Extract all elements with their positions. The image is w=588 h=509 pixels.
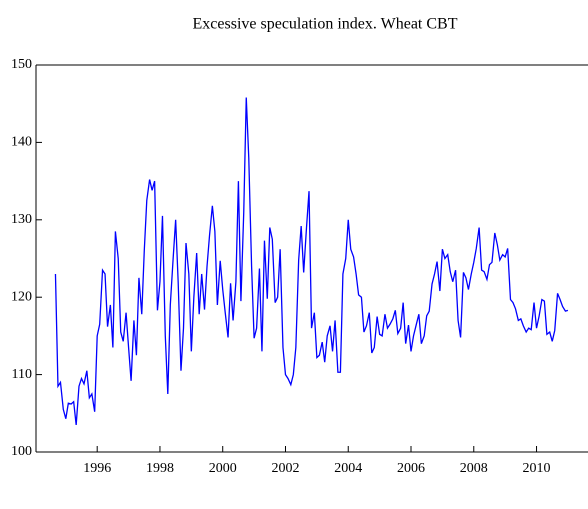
- y-tick-label: 120: [11, 289, 32, 304]
- y-tick-label: 110: [12, 367, 32, 382]
- x-tick-label: 1998: [146, 461, 174, 476]
- x-tick-label: 2002: [271, 461, 299, 476]
- y-tick-label: 100: [11, 444, 32, 459]
- chart-title: Excessive speculation index. Wheat CBT: [193, 16, 458, 33]
- x-tick-label: 2006: [397, 461, 425, 476]
- data-line: [54, 97, 569, 425]
- y-tick-label: 140: [11, 135, 32, 150]
- x-tick-label: 2008: [460, 461, 488, 476]
- x-tick-label: 2010: [523, 461, 551, 476]
- y-tick-label: 150: [11, 57, 32, 72]
- x-tick-label: 2004: [334, 461, 362, 476]
- y-tick-label: 130: [11, 212, 32, 227]
- x-tick-label: 1996: [83, 461, 111, 476]
- x-tick-label: 2000: [209, 461, 237, 476]
